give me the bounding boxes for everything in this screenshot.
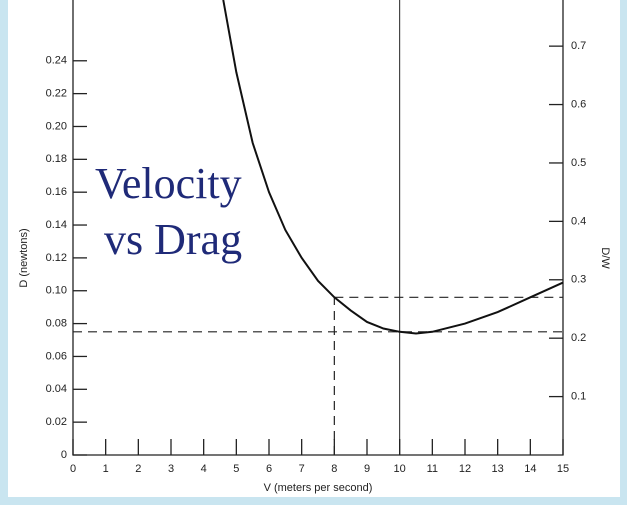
y-tick-label: 0.14 (46, 219, 67, 231)
y-tick-label: 0.02 (46, 416, 67, 428)
y2-tick-label: 0.2 (571, 332, 586, 344)
x-tick-label: 12 (459, 463, 471, 475)
y-tick-label: 0.10 (46, 285, 67, 297)
y-tick-label: 0.12 (46, 252, 67, 264)
y2-tick-label: 0.6 (571, 98, 586, 110)
y-tick-label: 0.04 (46, 383, 67, 395)
y-tick-label: 0.16 (46, 186, 67, 198)
x-tick-label: 7 (299, 463, 305, 475)
plot-frame (72, 0, 564, 456)
x-tick-label: 6 (266, 463, 272, 475)
x-tick-label: 9 (364, 463, 370, 475)
x-tick-label: 14 (524, 463, 536, 475)
panel (8, 0, 620, 497)
y2-tick-label: 0.7 (571, 40, 586, 52)
y2-tick-label: 0.5 (571, 157, 586, 169)
x-tick-label: 1 (103, 463, 109, 475)
y-tick-label: 0.22 (46, 88, 67, 100)
x-tick-label: 10 (394, 463, 406, 475)
chart-title: Velocity (95, 159, 242, 208)
y2-axis-label: D/W (599, 247, 611, 269)
x-tick-label: 8 (331, 463, 337, 475)
y2-tick-label: 0.4 (571, 215, 586, 227)
x-tick-label: 13 (492, 463, 504, 475)
y-tick-label: 0.18 (46, 153, 67, 165)
x-tick-label: 2 (135, 463, 141, 475)
y2-tick-label: 0.3 (571, 274, 586, 286)
y-tick-label: 0.24 (46, 55, 67, 67)
x-tick-label: 3 (168, 463, 174, 475)
y-tick-label: 0 (61, 449, 67, 461)
x-tick-label: 11 (427, 463, 438, 475)
drag-curve (222, 0, 564, 335)
x-tick-label: 5 (233, 463, 239, 475)
x-tick-label: 0 (70, 463, 76, 475)
y-tick-label: 0.06 (46, 350, 67, 362)
x-tick-label: 15 (557, 463, 569, 475)
chart-title: vs Drag (104, 215, 242, 264)
x-axis-label: V (meters per second) (264, 482, 373, 494)
y-tick-label: 0.08 (46, 317, 67, 329)
y2-tick-label: 0.1 (571, 390, 586, 402)
y-axis-label: D (newtons) (18, 228, 30, 287)
x-tick-label: 4 (201, 463, 207, 475)
y-tick-label: 0.20 (46, 120, 67, 132)
